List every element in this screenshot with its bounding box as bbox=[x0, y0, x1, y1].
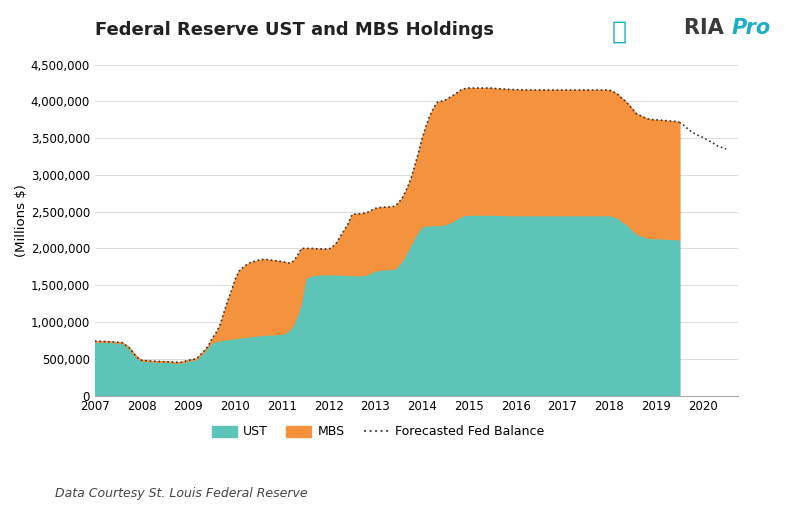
Text: Pro: Pro bbox=[732, 18, 770, 38]
Text: Data Courtesy St. Louis Federal Reserve: Data Courtesy St. Louis Federal Reserve bbox=[55, 487, 307, 500]
Text: RIA: RIA bbox=[685, 18, 732, 38]
Legend: UST, MBS, Forecasted Fed Balance: UST, MBS, Forecasted Fed Balance bbox=[207, 421, 549, 443]
Text: ⛨: ⛨ bbox=[612, 20, 626, 44]
Text: Federal Reserve UST and MBS Holdings: Federal Reserve UST and MBS Holdings bbox=[95, 21, 494, 39]
Y-axis label: (Millions $): (Millions $) bbox=[15, 184, 28, 257]
